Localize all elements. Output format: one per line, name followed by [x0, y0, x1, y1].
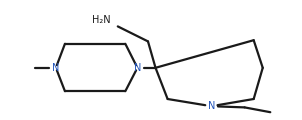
Text: N: N	[52, 63, 59, 73]
Text: N: N	[208, 101, 215, 111]
Text: H₂N: H₂N	[92, 15, 110, 25]
Text: N: N	[134, 63, 141, 73]
